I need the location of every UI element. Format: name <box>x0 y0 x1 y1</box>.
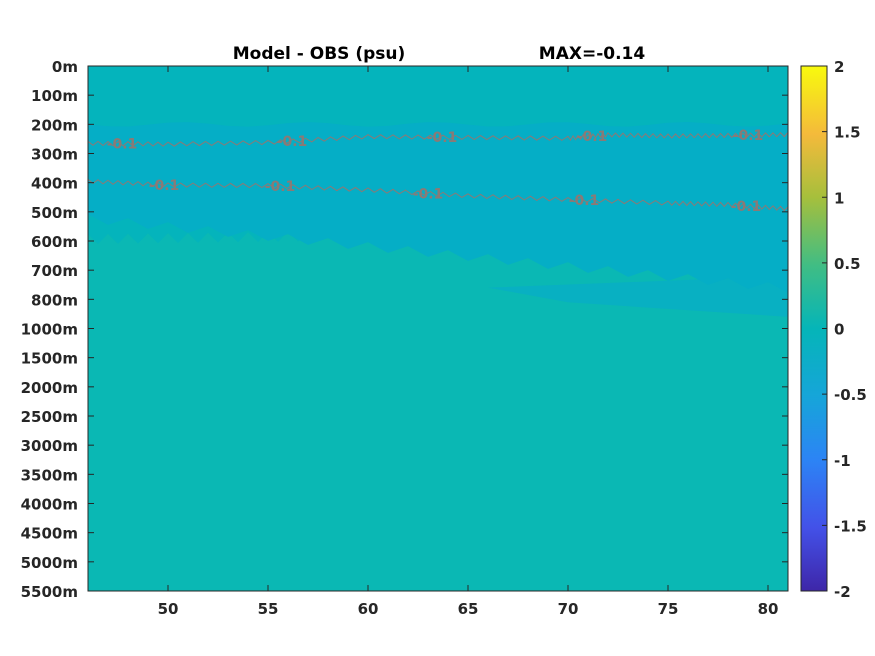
y-tick-label: 5000m <box>21 554 78 572</box>
contour-label: -0.1 <box>413 187 444 203</box>
y-tick-label: 5500m <box>21 583 78 601</box>
y-tick-label: 800m <box>31 291 78 309</box>
max-annotation: MAX=-0.14 <box>539 44 646 64</box>
y-tick-label: 2500m <box>21 408 78 426</box>
y-tick-label: 600m <box>31 233 78 251</box>
y-tick-label: 2000m <box>21 379 78 397</box>
chart-title: Model - OBS (psu) <box>233 44 406 64</box>
y-tick-label: 4500m <box>21 525 78 543</box>
x-axis: 50 55 60 65 70 75 80 <box>158 66 779 618</box>
contour-label: -0.1 <box>265 179 296 195</box>
contour-label: -0.1 <box>731 199 762 215</box>
y-axis: 0m 100m 200m 300m 400m 500m 600m 700m 800m 1000m 1… <box>21 58 788 601</box>
x-tick-label: 50 <box>158 600 179 618</box>
plot-area: -0.1 -0.1 -0.1 -0.1 -0.1 -0.1 -0.1 -0.1 -0.1 -0.1 <box>87 65 789 592</box>
colorbar-tick-label: 1 <box>834 189 844 207</box>
colorbar-tick-label: 2 <box>834 58 844 76</box>
contour-line-1 <box>87 178 789 212</box>
contour-lines: -0.1 -0.1 -0.1 -0.1 -0.1 -0.1 -0.1 -0.1 -0.1 -0.1 <box>87 128 789 215</box>
y-tick-label: 700m <box>31 262 78 280</box>
contour-label: -0.1 <box>107 137 138 153</box>
x-tick-label: 55 <box>258 600 279 618</box>
x-tick-label: 60 <box>358 600 379 618</box>
x-tick-label: 80 <box>758 600 779 618</box>
colorbar-tick-label: 1.5 <box>834 124 861 142</box>
contour-label: -0.1 <box>149 178 180 194</box>
x-tick-label: 70 <box>558 600 579 618</box>
y-tick-label: 1000m <box>21 321 78 339</box>
y-tick-label: 3500m <box>21 466 78 484</box>
contour-label: -0.1 <box>277 134 308 150</box>
colorbar-tick-label: -1 <box>834 452 851 470</box>
y-tick-label: 200m <box>31 116 78 134</box>
field-mid-core <box>88 122 788 293</box>
y-tick-label: 300m <box>31 146 78 164</box>
y-tick-label: 100m <box>31 87 78 105</box>
y-tick-label: 3000m <box>21 437 78 455</box>
contour-label: -0.1 <box>569 193 600 209</box>
colorbar: 2 1.5 1 0.5 0 -0.5 -1 -1.5 -2 <box>800 58 867 601</box>
field-deep-tongue <box>488 276 788 317</box>
x-tick-label: 65 <box>458 600 479 618</box>
contour-label: -0.1 <box>733 128 764 144</box>
colorbar-tick-label: -0.5 <box>834 386 867 404</box>
y-tick-label: 0m <box>52 58 78 76</box>
colorbar-ticks: 2 1.5 1 0.5 0 -0.5 -1 -1.5 -2 <box>822 58 867 601</box>
y-tick-label: 500m <box>31 204 78 222</box>
y-tick-label: 400m <box>31 175 78 193</box>
x-tick-label: 75 <box>658 600 679 618</box>
contour-line-0 <box>87 131 789 147</box>
y-tick-label: 4000m <box>21 496 78 514</box>
y-tick-label: 1500m <box>21 350 78 368</box>
contour-label: -0.1 <box>577 129 608 145</box>
colorbar-tick-label: 0 <box>834 321 844 339</box>
colorbar-tick-label: -2 <box>834 583 851 601</box>
colorbar-tick-label: -1.5 <box>834 517 867 535</box>
colorbar-tick-label: 0.5 <box>834 255 861 273</box>
contour-label: -0.1 <box>427 130 458 146</box>
